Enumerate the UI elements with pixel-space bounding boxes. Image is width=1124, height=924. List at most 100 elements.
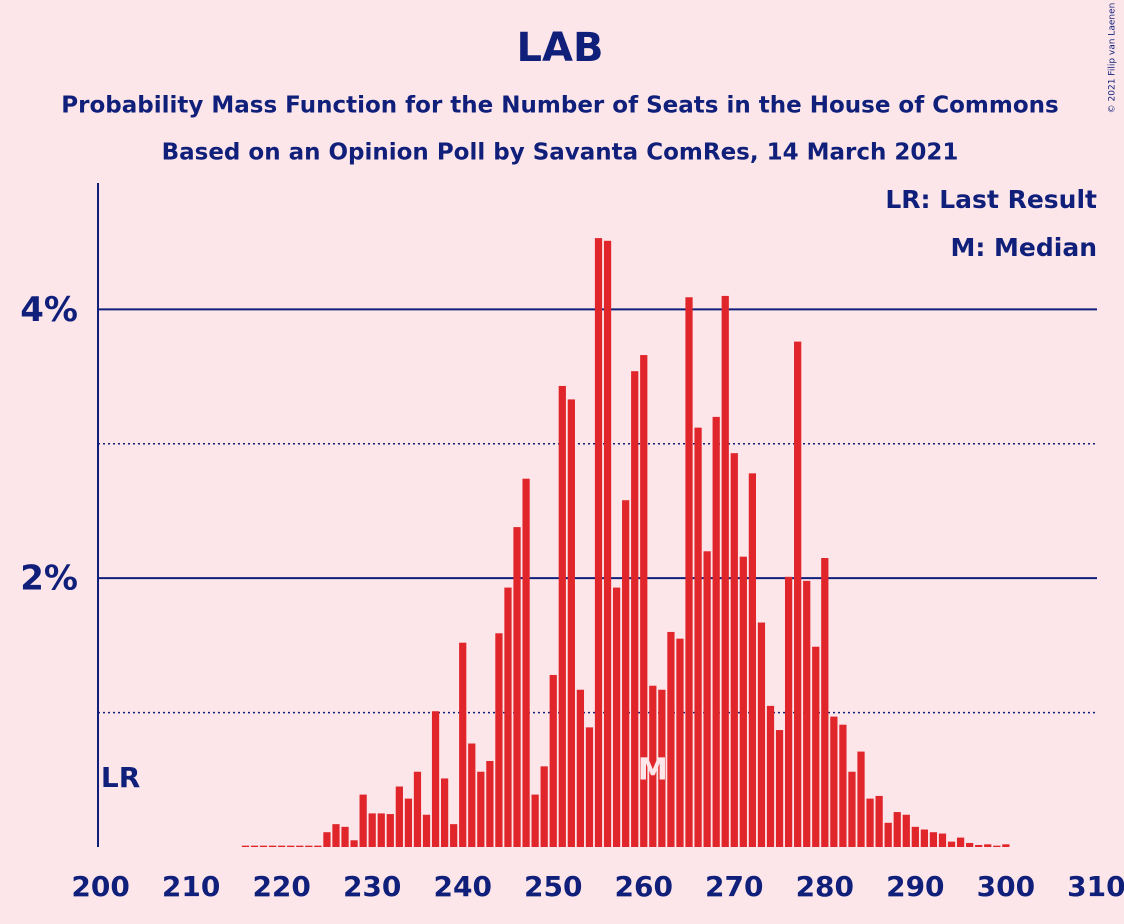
bar bbox=[993, 845, 1001, 847]
x-tick-label: 250 bbox=[524, 870, 582, 903]
bar bbox=[857, 751, 865, 847]
bar bbox=[468, 743, 476, 847]
bar bbox=[975, 844, 983, 847]
chart-subtitle: Based on an Opinion Poll by Savanta ComR… bbox=[162, 140, 959, 166]
bar bbox=[549, 674, 557, 847]
bar bbox=[748, 473, 757, 847]
x-tick-label: 290 bbox=[886, 870, 944, 903]
bar bbox=[830, 716, 838, 847]
bar bbox=[612, 587, 621, 847]
bar bbox=[730, 453, 738, 847]
x-tick-label: 310 bbox=[1067, 870, 1124, 903]
bar bbox=[278, 845, 286, 847]
bar bbox=[938, 833, 947, 847]
bar bbox=[513, 527, 521, 847]
y-tick-label: 4% bbox=[20, 290, 78, 330]
x-tick-label: 210 bbox=[162, 870, 220, 903]
bar bbox=[359, 794, 367, 847]
bar bbox=[866, 798, 874, 847]
bar bbox=[395, 786, 403, 847]
y-tick-label: 2% bbox=[20, 559, 78, 599]
bar bbox=[984, 844, 992, 847]
bar bbox=[585, 727, 594, 847]
x-tick-label: 260 bbox=[615, 870, 673, 903]
bar bbox=[775, 730, 784, 847]
bar bbox=[694, 427, 702, 847]
bar bbox=[305, 845, 313, 847]
bar bbox=[250, 845, 259, 847]
bar bbox=[712, 416, 720, 847]
bar bbox=[766, 705, 775, 847]
bar bbox=[803, 580, 811, 847]
bar bbox=[739, 556, 747, 847]
bar bbox=[341, 826, 349, 847]
bar bbox=[902, 814, 910, 847]
bar bbox=[784, 576, 793, 847]
bar bbox=[386, 814, 394, 847]
bar bbox=[821, 558, 829, 847]
bar bbox=[567, 399, 575, 847]
bar bbox=[486, 760, 494, 847]
bar bbox=[540, 766, 548, 847]
bar bbox=[848, 771, 856, 847]
median-label: M bbox=[638, 753, 668, 788]
bar bbox=[296, 845, 304, 847]
bar bbox=[839, 724, 847, 847]
x-tick-label: 220 bbox=[252, 870, 310, 903]
bar bbox=[350, 840, 358, 847]
bar bbox=[259, 845, 268, 847]
bar bbox=[594, 238, 603, 847]
bar bbox=[459, 642, 467, 847]
last-result-label: LR bbox=[101, 761, 140, 794]
bar bbox=[649, 685, 657, 847]
bar bbox=[495, 633, 503, 847]
bar bbox=[884, 822, 892, 847]
bar bbox=[947, 841, 956, 847]
copyright: © 2021 Filip van Laenen bbox=[1108, 3, 1118, 114]
x-tick-label: 240 bbox=[433, 870, 491, 903]
bar bbox=[504, 587, 512, 847]
bar bbox=[522, 478, 530, 847]
chart-title: LAB bbox=[517, 25, 604, 71]
bar bbox=[920, 829, 929, 847]
bar bbox=[929, 832, 938, 847]
bar bbox=[558, 385, 566, 847]
bar bbox=[314, 845, 322, 847]
bar bbox=[640, 355, 648, 847]
bar bbox=[703, 551, 711, 847]
bar bbox=[911, 826, 919, 847]
bar bbox=[368, 813, 376, 847]
bar bbox=[377, 813, 385, 847]
x-tick-label: 300 bbox=[977, 870, 1035, 903]
legend-entry: M: Median bbox=[950, 233, 1097, 262]
bar bbox=[323, 832, 331, 847]
bar bbox=[440, 778, 449, 847]
bar bbox=[477, 771, 485, 847]
chart-subtitle: Probability Mass Function for the Number… bbox=[61, 93, 1058, 119]
bar bbox=[413, 771, 422, 847]
bar bbox=[531, 794, 539, 847]
bar bbox=[658, 689, 666, 847]
bar bbox=[603, 240, 612, 847]
bar bbox=[1002, 844, 1010, 847]
bar bbox=[404, 798, 413, 847]
bar bbox=[576, 689, 585, 847]
bar bbox=[287, 845, 295, 847]
x-tick-label: 200 bbox=[71, 870, 129, 903]
bar bbox=[622, 500, 630, 847]
legend-entry: LR: Last Result bbox=[885, 185, 1097, 214]
bar bbox=[685, 297, 693, 848]
bar bbox=[676, 638, 684, 847]
bar bbox=[332, 824, 340, 847]
bar bbox=[431, 711, 440, 847]
bar bbox=[893, 812, 901, 847]
x-tick-label: 280 bbox=[796, 870, 854, 903]
bar bbox=[450, 824, 458, 847]
bar bbox=[757, 622, 766, 847]
x-tick-label: 270 bbox=[705, 870, 763, 903]
bar bbox=[241, 845, 250, 847]
bar bbox=[268, 845, 277, 847]
bar bbox=[966, 842, 974, 847]
